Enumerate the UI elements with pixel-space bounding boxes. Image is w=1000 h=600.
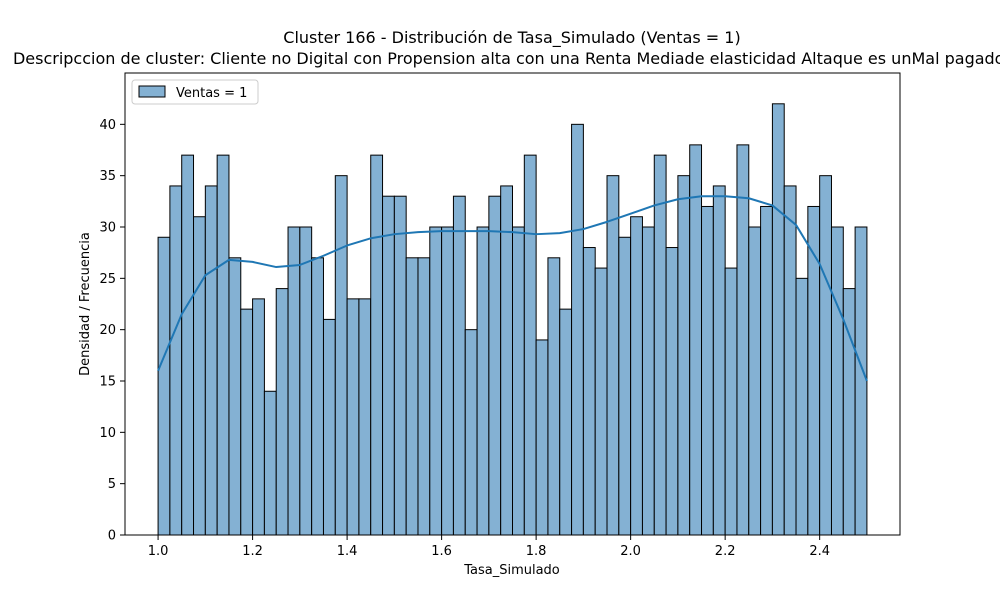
histogram-bar [594, 267, 608, 536]
histogram-bar [677, 175, 691, 536]
histogram-bar [795, 277, 809, 536]
histogram-bar [393, 195, 407, 536]
histogram-bar [618, 236, 632, 536]
histogram-bar [405, 257, 419, 536]
y-tick-label: 5 [108, 477, 116, 492]
y-tick-label: 10 [99, 426, 116, 441]
histogram-bar [193, 216, 206, 536]
histogram-bar [500, 185, 513, 536]
histogram-bar [240, 308, 254, 536]
legend-swatch [138, 85, 166, 98]
histogram-bar [228, 257, 242, 536]
histogram-bar [417, 257, 431, 536]
histogram-bar [263, 390, 277, 536]
histogram-bar [724, 267, 738, 536]
histogram-bar [854, 226, 868, 536]
x-axis-ticks: 1.0 1.2 1.4 1.6 1.8 2.0 2.2 2.4 [148, 535, 830, 559]
histogram-bar [535, 339, 549, 536]
x-tick-label: 1.2 [242, 544, 263, 559]
histogram-bar [452, 195, 466, 536]
x-tick-label: 1.4 [337, 544, 358, 559]
histogram-bar [712, 185, 726, 536]
histogram-bar [346, 298, 360, 536]
histogram-bar [606, 175, 620, 536]
histogram-bar [771, 103, 785, 536]
histogram-bar [287, 226, 301, 536]
histogram-bar [630, 216, 643, 536]
histogram-bar [523, 154, 537, 536]
histogram-bar [512, 226, 525, 536]
histogram-bar [488, 195, 502, 536]
plot-frame [124, 72, 901, 536]
histogram-bar [275, 288, 289, 536]
histogram-bar [464, 329, 478, 536]
histogram-bar [547, 257, 561, 536]
legend: Ventas = 1 [131, 79, 259, 105]
histogram-bar [748, 226, 762, 536]
x-tick-label: 1.0 [148, 544, 169, 559]
legend-label: Ventas = 1 [176, 86, 247, 101]
chart-title: Cluster 166 - Distribución de Tasa_Simul… [283, 28, 740, 48]
histogram-bar [334, 175, 348, 536]
x-tick-label: 1.6 [431, 544, 452, 559]
chart-subtitle: Descripccion de cluster: Cliente no Digi… [13, 49, 1000, 68]
histogram-bar [736, 144, 750, 536]
histogram-bar [204, 185, 218, 536]
histogram-bar [169, 185, 183, 536]
y-tick-label: 30 [99, 221, 116, 236]
histogram-bar [322, 318, 336, 536]
histogram-bar [559, 308, 573, 536]
histogram-bar [665, 247, 679, 536]
histogram-bar [783, 185, 797, 536]
y-tick-label: 25 [99, 272, 116, 287]
histogram-bar [181, 154, 195, 536]
y-tick-label: 0 [108, 529, 116, 544]
histogram-bar [299, 226, 313, 536]
histogram-bar [429, 226, 443, 536]
histogram-bar [653, 154, 667, 536]
histogram-bar [819, 175, 832, 536]
histogram-bar [641, 226, 655, 536]
histogram-bar [582, 247, 596, 536]
y-tick-label: 35 [99, 169, 116, 184]
y-axis-ticks: 0 5 10 15 20 25 30 35 40 [99, 118, 125, 544]
histogram-bar [689, 144, 703, 536]
histogram-bar [476, 226, 490, 536]
histogram-bar [760, 205, 773, 536]
histogram-bar [216, 154, 230, 536]
histogram-bar [252, 298, 265, 536]
histogram-bar [571, 123, 584, 536]
kde-group [157, 195, 868, 382]
histogram-bar [311, 257, 324, 536]
x-tick-label: 2.2 [715, 544, 736, 559]
y-tick-label: 20 [99, 323, 116, 338]
y-axis-label: Densidad / Frecuencia [78, 232, 93, 376]
y-tick-label: 40 [99, 118, 116, 133]
x-tick-label: 2.0 [620, 544, 641, 559]
x-tick-label: 2.4 [809, 544, 830, 559]
histogram-bar [701, 205, 714, 536]
x-tick-label: 1.8 [526, 544, 547, 559]
kde-line [157, 195, 868, 382]
bars-group [157, 103, 868, 536]
y-tick-label: 15 [99, 375, 116, 390]
histogram-bar [441, 226, 454, 536]
histogram-bar [358, 298, 372, 536]
histogram-bar [830, 226, 844, 536]
histogram-bar [382, 195, 395, 536]
histogram-bar [370, 154, 384, 536]
x-axis-label: Tasa_Simulado [463, 563, 560, 578]
histogram-bar [157, 236, 171, 536]
